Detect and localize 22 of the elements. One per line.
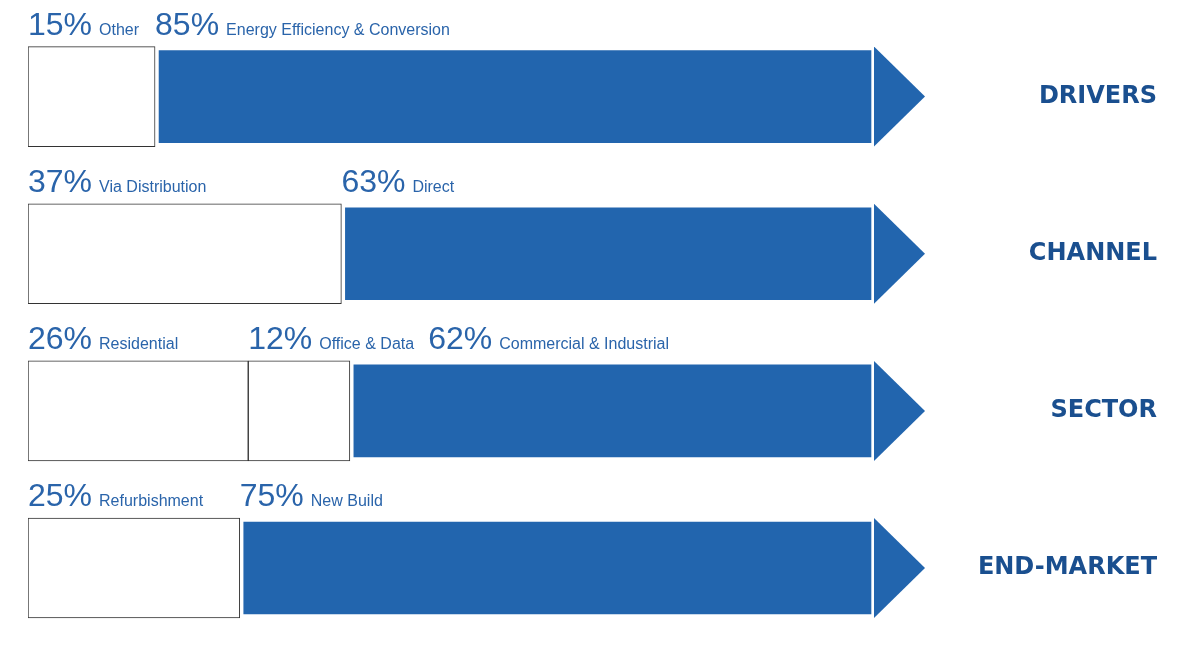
data-label: 85% bbox=[155, 5, 220, 42]
series-label: Direct bbox=[412, 177, 455, 195]
y-tick-label: DRIVERS bbox=[1038, 80, 1157, 109]
series-label: Energy Efficiency & Conversion bbox=[226, 20, 450, 38]
series-label: Refurbishment bbox=[99, 492, 204, 510]
data-label: 26% bbox=[28, 319, 93, 356]
y-tick-label: END-MARKET bbox=[977, 552, 1158, 581]
data-label: 63% bbox=[341, 162, 406, 199]
y-tick-label: SECTOR bbox=[1050, 395, 1157, 424]
data-label: 62% bbox=[428, 319, 493, 356]
data-label: 25% bbox=[28, 477, 93, 514]
series-label: Via Distribution bbox=[99, 177, 207, 195]
data-label: 15% bbox=[28, 5, 93, 42]
y-tick-label: CHANNEL bbox=[1028, 237, 1157, 266]
series-label: Office & Data bbox=[319, 334, 415, 352]
series-label: Residential bbox=[99, 334, 179, 352]
data-label: 75% bbox=[239, 477, 304, 514]
series-label: New Build bbox=[310, 492, 383, 510]
data-label: 12% bbox=[248, 319, 313, 356]
series-label: Commercial & Industrial bbox=[499, 334, 669, 352]
data-label: 37% bbox=[28, 162, 93, 199]
series-label: Other bbox=[99, 20, 140, 38]
